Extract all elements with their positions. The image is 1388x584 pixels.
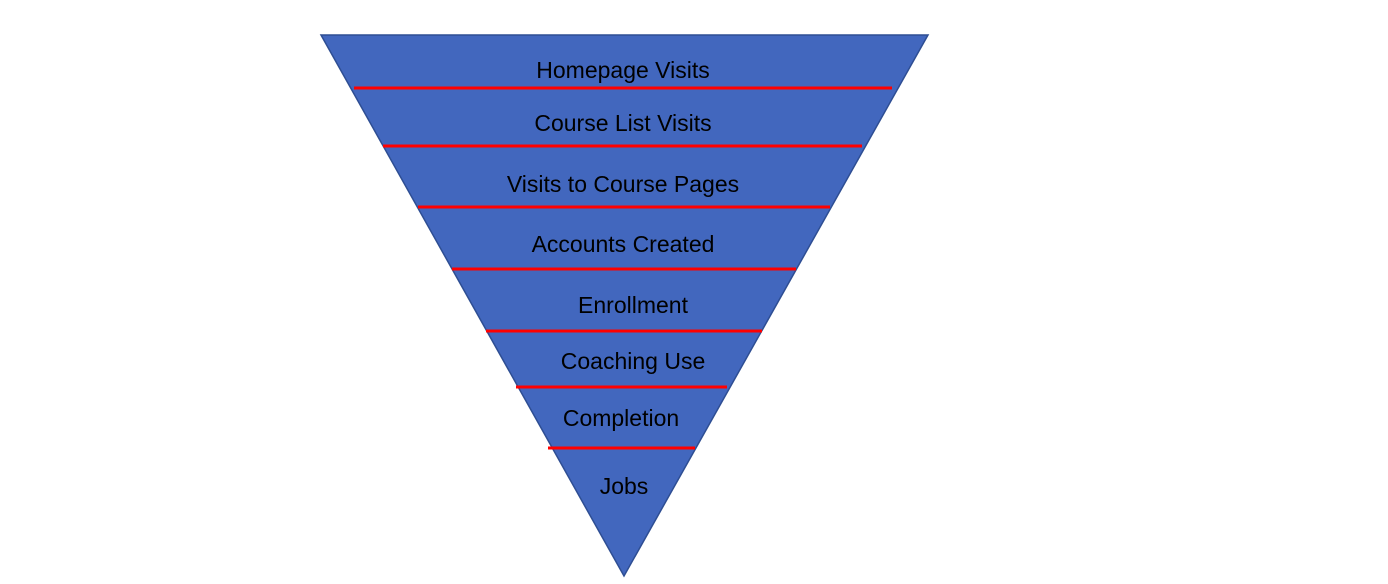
- stage-label-completion: Completion: [563, 405, 679, 431]
- stage-label-homepage-visits: Homepage Visits: [536, 57, 709, 83]
- stage-label-accounts-created: Accounts Created: [532, 231, 715, 257]
- stage-label-course-list-visits: Course List Visits: [534, 110, 711, 136]
- funnel-triangle: [319, 34, 930, 578]
- stage-label-jobs: Jobs: [600, 473, 649, 499]
- stage-label-visits-to-course-pages: Visits to Course Pages: [507, 171, 739, 197]
- stage-dividers: [354, 86, 892, 450]
- stage-label-enrollment: Enrollment: [578, 292, 689, 318]
- stage-labels: Homepage Visits Course List Visits Visit…: [507, 57, 739, 499]
- stage-label-coaching-use: Coaching Use: [561, 348, 705, 374]
